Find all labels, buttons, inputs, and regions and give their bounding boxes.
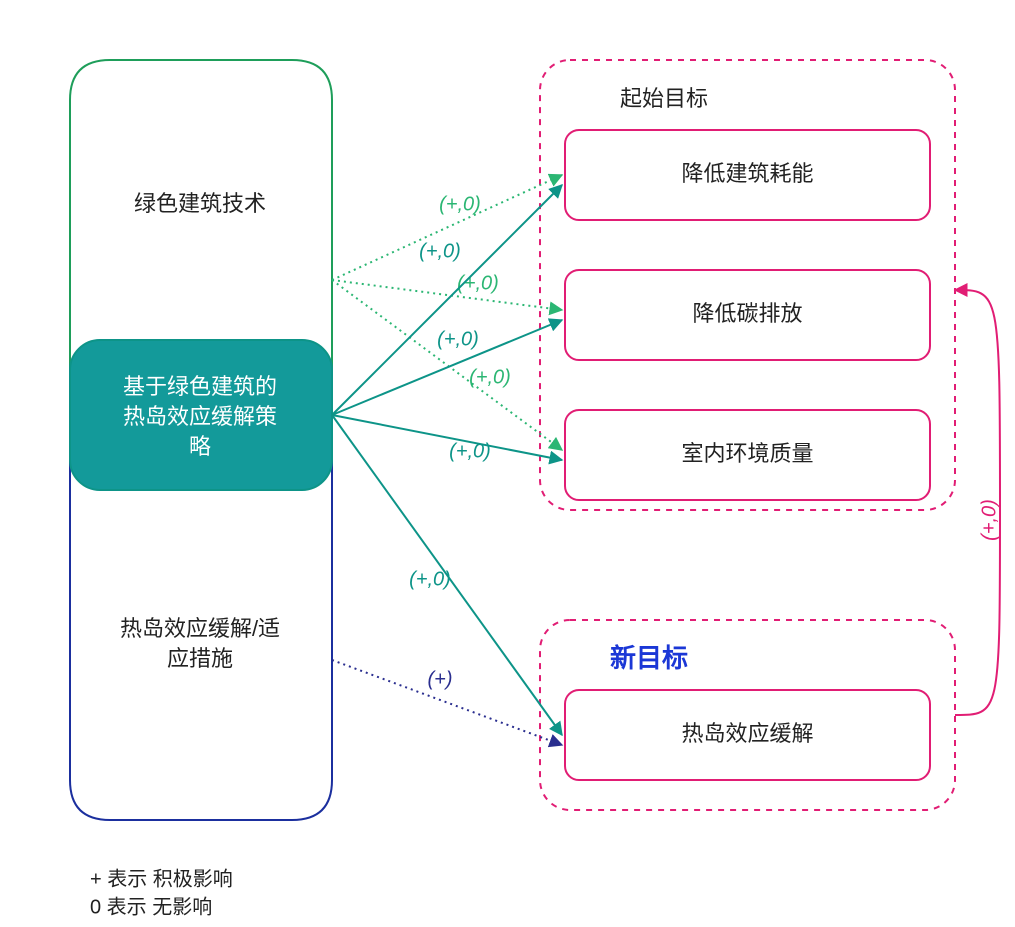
new-goal-title: 新目标 xyxy=(610,643,688,673)
goal-indoor-quality-label: 室内环境质量 xyxy=(681,441,813,466)
edge-label-g1: (+,0) xyxy=(439,193,481,215)
concept-diagram: 绿色建筑技术热岛效应缓解/适应措施 基于绿色建筑的热岛效应缓解策略 起始目标新目标 降… xyxy=(0,0,1015,927)
legend-line-2: 0 表示 无影响 xyxy=(90,895,212,918)
center-label-2: 热岛效应缓解策 xyxy=(123,404,277,429)
uhi-measures-label-line2: 应措施 xyxy=(167,646,233,671)
edge-label-t2: (+,0) xyxy=(437,328,479,350)
initial-goals-title: 起始目标 xyxy=(620,86,708,111)
edge-t1 xyxy=(332,185,562,415)
edge-label-t1: (+,0) xyxy=(419,240,461,262)
edge-label-g3: (+,0) xyxy=(469,366,511,388)
edge-label-p1: (+,0) xyxy=(978,499,1000,541)
goal-reduce-energy-label: 降低建筑耗能 xyxy=(681,161,813,186)
edge-label-b1: (+) xyxy=(428,668,453,690)
green-tech-label: 绿色建筑技术 xyxy=(134,191,266,216)
center-label-1: 基于绿色建筑的 xyxy=(123,374,277,399)
edge-label-t3: (+,0) xyxy=(449,440,491,462)
new-goal-container xyxy=(540,620,955,810)
goal-uhi-mitigation-label: 热岛效应缓解 xyxy=(681,721,813,746)
edge-t3 xyxy=(332,415,562,460)
center-label-3: 略 xyxy=(189,434,211,459)
edge-g1 xyxy=(332,175,562,280)
legend-line-1: + 表示 积极影响 xyxy=(90,867,233,890)
goal-reduce-carbon-label: 降低碳排放 xyxy=(692,301,802,326)
edge-g3 xyxy=(332,280,562,450)
edge-label-t4: (+,0) xyxy=(409,568,451,590)
uhi-measures-label-line1: 热岛效应缓解/适 xyxy=(120,616,280,641)
